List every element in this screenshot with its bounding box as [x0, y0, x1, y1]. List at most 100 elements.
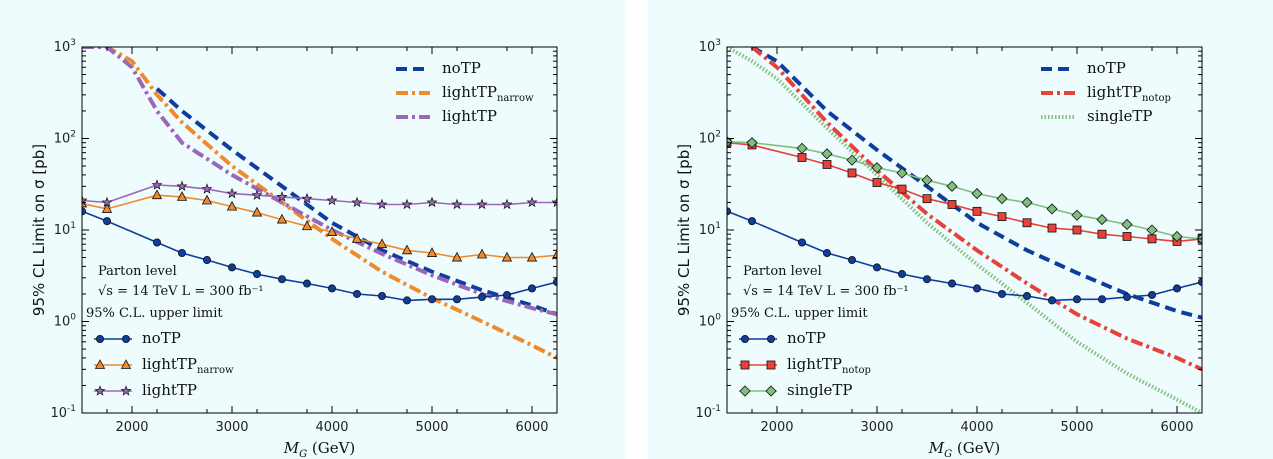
data-point-noTP — [528, 284, 537, 293]
legend-marker-lightTP_notop — [766, 360, 776, 370]
data-point-singleTP — [896, 167, 908, 179]
data-point-lightTP_notop — [1147, 234, 1157, 244]
data-point-lightTP_narrow — [201, 194, 213, 205]
data-point-noTP — [477, 293, 486, 302]
data-point-lightTP_notop — [997, 212, 1007, 222]
data-point-noTP — [748, 217, 757, 226]
data-point-noTP — [327, 284, 336, 293]
data-point-noTP — [402, 296, 411, 305]
data-point-lightTP — [276, 191, 288, 202]
x-axis: 2000 3000 4000 5000 6000 — [106, 47, 558, 435]
legend-label-lightTP_notop: lightTPnotop — [787, 355, 871, 376]
data-point-noTP — [377, 291, 386, 300]
series-group — [727, 47, 1202, 413]
data-point-singleTP — [1046, 203, 1058, 215]
data-point-lightTP_notop — [1122, 232, 1132, 241]
y-tick-label: 10-1 — [695, 404, 721, 421]
data-point-noTP — [873, 263, 882, 272]
y-tick-label: 101 — [699, 221, 721, 238]
legend-label-lightTP_narrow: lightTPnarrow — [442, 83, 534, 104]
data-point-lightTP_notop — [922, 194, 932, 204]
data-point-lightTP_notop — [947, 200, 957, 209]
legend-label-noTP: noTP — [787, 329, 826, 347]
annotation-energy-lumi: √s = 14 TeV L = 300 fb⁻¹ — [743, 284, 909, 299]
data-point-lightTP_notop — [1022, 218, 1032, 228]
data-point-noTP — [1123, 293, 1132, 302]
x-tick-label: 3000 — [215, 420, 248, 435]
data-point-noTP — [452, 295, 461, 304]
data-point-singleTP — [1121, 218, 1133, 231]
legend-label-lightTP: lightTP — [142, 381, 197, 399]
x-tick-label: 6000 — [515, 420, 548, 435]
legend-bottom-left: noTP lightTPnarrow lightTP — [94, 329, 234, 399]
data-point-noTP — [427, 295, 436, 304]
data-point-lightTP_narrow — [501, 251, 513, 262]
data-point-lightTP — [251, 189, 263, 200]
legend-label-singleTP: singleTP — [787, 381, 853, 399]
data-point-lightTP_narrow — [451, 251, 463, 262]
data-point-noTP — [1023, 291, 1032, 300]
data-point-singleTP — [727, 136, 733, 148]
y-axis-label: 95% CL Limit on σ [pb] — [30, 144, 48, 316]
data-point-lightTP_narrow — [301, 220, 313, 231]
data-point-lightTP_narrow — [551, 249, 557, 260]
figure-background — [648, 0, 1273, 459]
data-point-singleTP — [1021, 196, 1033, 209]
legend-marker-lightTP — [94, 385, 106, 396]
data-point-noTP — [848, 256, 857, 265]
data-point-noTP — [1098, 295, 1107, 304]
data-point-lightTP_notop — [797, 153, 807, 162]
data-point-noTP — [923, 275, 932, 284]
series-line-noTP-theory — [751, 47, 1202, 320]
data-point-lightTP — [401, 198, 413, 210]
data-point-noTP — [1073, 295, 1082, 304]
y-tick-label: 10-1 — [50, 404, 76, 421]
legend-label-noTP: noTP — [1087, 59, 1126, 77]
data-point-lightTP — [101, 196, 113, 208]
data-point-singleTP — [1146, 224, 1158, 236]
x-tick-label: 5000 — [1060, 420, 1093, 435]
data-point-noTP — [152, 238, 161, 247]
data-point-lightTP_narrow — [526, 251, 538, 262]
figure-background — [0, 0, 625, 459]
annotation-upper-limit: 95% C.L. upper limit — [731, 306, 868, 321]
data-point-noTP — [252, 270, 261, 279]
legend-label-noTP: noTP — [442, 59, 481, 77]
y-axis-label: 95% CL Limit on σ [pb] — [675, 144, 693, 316]
data-point-noTP — [973, 284, 982, 293]
data-point-noTP — [177, 249, 186, 258]
y-axis: 10-1 100 101 102 103 — [695, 38, 1202, 421]
data-point-noTP — [798, 238, 807, 247]
data-point-singleTP — [796, 142, 808, 154]
data-point-singleTP — [846, 154, 858, 166]
legend-top-right: noTP lightTPnotop singleTP — [1041, 59, 1171, 125]
data-point-lightTP_narrow — [176, 191, 188, 201]
data-point-noTP — [352, 289, 361, 298]
legend-label-noTP: noTP — [142, 329, 181, 347]
data-point-lightTP_narrow — [276, 213, 288, 224]
data-point-lightTP — [451, 198, 463, 210]
legend-marker-lightTP_notop — [740, 360, 750, 370]
data-point-noTP — [553, 278, 557, 287]
data-point-noTP — [277, 275, 286, 284]
y-tick-label: 103 — [699, 38, 721, 55]
data-point-lightTP — [326, 194, 338, 206]
annotation-block: Parton level √s = 14 TeV L = 300 fb⁻¹ 95% … — [86, 264, 264, 321]
data-point-lightTP_notop — [1072, 225, 1082, 235]
x-tick-label: 5000 — [415, 420, 448, 435]
data-point-singleTP — [921, 174, 933, 186]
x-tick-label: 2000 — [760, 420, 793, 435]
legend-label-singleTP: singleTP — [1087, 107, 1153, 125]
annotation-parton-level: Parton level — [98, 264, 177, 279]
data-point-singleTP — [871, 162, 883, 174]
data-point-noTP — [103, 217, 112, 226]
data-point-lightTP_narrow — [401, 244, 413, 255]
y-tick-label: 101 — [54, 221, 76, 238]
data-point-lightTP_notop — [822, 160, 832, 169]
series-line-lightTP_notop-theory — [750, 47, 1202, 372]
x-axis: 2000 3000 4000 5000 6000 — [751, 47, 1203, 435]
data-point-singleTP — [821, 148, 833, 160]
legend-marker-singleTP — [765, 385, 777, 397]
data-point-lightTP_narrow — [251, 206, 263, 217]
legend-marker-lightTP_narrow — [94, 359, 106, 369]
